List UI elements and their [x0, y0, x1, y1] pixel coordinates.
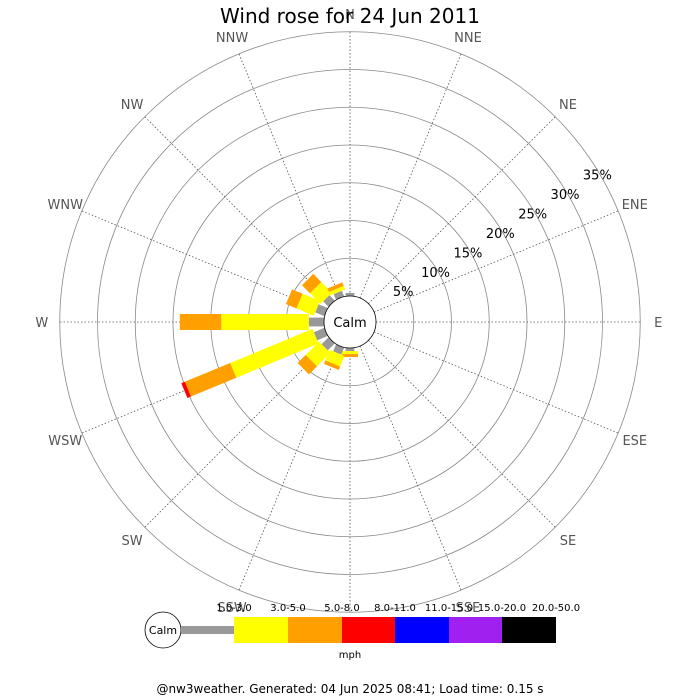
ring-label-25: 25%	[518, 207, 547, 222]
bar-ssw-5.0-8.0	[323, 360, 341, 371]
bar-nw-3.0-5.0	[309, 281, 332, 304]
bar-w-3.0-5.0	[221, 314, 309, 330]
ring-35	[59, 31, 641, 613]
ring-label-5: 5%	[393, 285, 414, 300]
direction-label-ene: ENE	[622, 198, 648, 213]
footer-text: @nw3weather. Generated: 04 Jun 2025 08:4…	[156, 682, 544, 696]
direction-label-wnw: WNW	[47, 198, 83, 213]
ring-label-15: 15%	[453, 246, 482, 261]
bar-wsw-3.0-5.0	[230, 328, 319, 378]
bar-wsw-5.0-8.0	[184, 362, 237, 397]
ring-30	[97, 69, 603, 575]
calm-label: Calm	[333, 316, 366, 331]
bar-n-1.0-3.0	[345, 292, 355, 296]
bar-nnw-1.0-3.0	[333, 290, 345, 300]
direction-label-e: E	[654, 316, 662, 331]
direction-label-ne: NE	[559, 98, 577, 113]
bar-s-5.0-8.0	[342, 354, 358, 358]
direction-label-ese: ESE	[622, 434, 647, 449]
bar-ssw-3.0-5.0	[325, 349, 345, 367]
direction-label-wsw: WSW	[48, 434, 82, 449]
bar-wnw-1.0-3.0	[315, 304, 328, 317]
bar-w-1.0-3.0	[308, 317, 324, 327]
direction-label-w: W	[35, 316, 48, 331]
bar-nw-5.0-8.0	[301, 273, 322, 294]
direction-label-nw: NW	[121, 98, 144, 113]
bar-s-3.0-5.0	[342, 351, 358, 355]
bar-nnw-5.0-8.0	[327, 282, 344, 292]
bar-w-5.0-8.0	[179, 314, 222, 330]
direction-label-sse: SSE	[456, 601, 481, 616]
direction-label-se: SE	[560, 534, 576, 549]
bar-s-1.0-3.0	[345, 348, 355, 352]
bar-sw-5.0-8.0	[297, 355, 317, 375]
direction-label-nnw: NNW	[216, 31, 248, 46]
calm-circle	[323, 295, 377, 349]
bar-nw-1.0-3.0	[323, 295, 335, 307]
direction-label-sw: SW	[121, 534, 142, 549]
bar-nnw-3.0-5.0	[328, 285, 346, 296]
ring-label-30: 30%	[551, 188, 580, 203]
bar-wnw-3.0-5.0	[296, 293, 320, 316]
bar-wsw-1.0-3.0	[313, 327, 328, 341]
direction-label-s: S	[346, 624, 354, 639]
ring-25	[134, 106, 566, 538]
bar-wsw-8.0-11.0	[181, 381, 191, 398]
ring-label-10: 10%	[421, 266, 450, 281]
direction-label-nne: NNE	[454, 31, 482, 46]
bar-sw-3.0-5.0	[305, 341, 331, 367]
direction-label-n: N	[345, 8, 355, 23]
direction-label-ssw: SSW	[217, 601, 247, 616]
ring-label-20: 20%	[486, 227, 515, 242]
ring-label-35: 35%	[583, 169, 612, 184]
bar-wnw-5.0-8.0	[285, 289, 303, 309]
chart-title: Wind rose for 24 Jun 2011	[220, 4, 480, 28]
